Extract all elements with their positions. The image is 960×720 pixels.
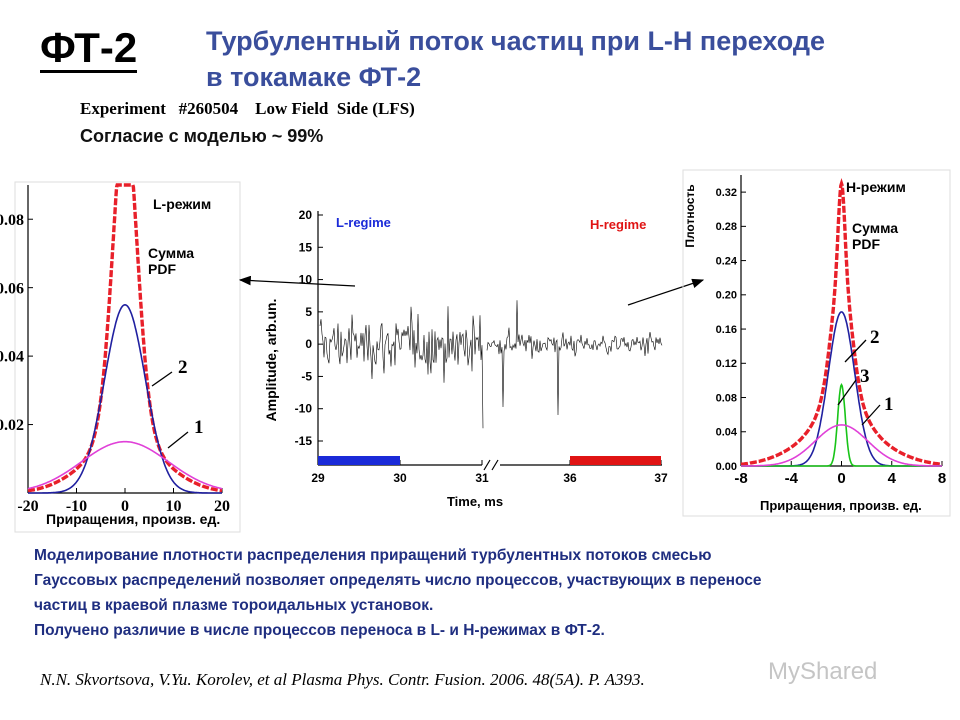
arrow-to-l-chart <box>238 275 356 287</box>
experiment-line: Experiment #260504 Low Field Side (LFS) <box>80 99 415 118</box>
right-legend-title: H-режим <box>846 179 906 195</box>
center-y-tick-label: 15 <box>299 240 313 254</box>
right-series-curve-1 <box>741 424 942 467</box>
center-x-tick-label: 37 <box>654 471 668 485</box>
signal-trace-h <box>486 300 663 416</box>
center-y-tick-label: -10 <box>295 402 313 416</box>
left-x-tick-label: -10 <box>66 498 87 515</box>
right-x-tick-label: -8 <box>734 470 747 487</box>
regime-bar-l <box>318 456 400 465</box>
left-y-tick-label: 0.04 <box>0 349 24 366</box>
left-y-tick-label: 0.02 <box>0 417 24 434</box>
right-curve1-label: 1 <box>884 394 894 415</box>
right-x-tick-label: 4 <box>888 470 897 487</box>
left-chart-curves <box>27 183 223 494</box>
right-curve3-pointer <box>837 379 857 406</box>
right-x-tick-label: 8 <box>938 470 946 487</box>
l-regime-label: L-regime <box>336 215 391 230</box>
right-x-tick-label: 0 <box>837 470 845 487</box>
watermark-logo: MyShared <box>768 658 878 685</box>
left-chart-frame <box>14 181 241 533</box>
right-y-axis-label: Плотность <box>683 184 697 247</box>
right-y-tick-label: 0.12 <box>716 358 737 370</box>
left-curve2-label: 2 <box>178 357 188 378</box>
left-x-tick-label: 10 <box>166 498 182 515</box>
right-chart-axes: -8 -4 0 4 8 0.00 0.04 0.08 0.12 0.16 0.20 0.24 0.28 0… <box>716 175 946 487</box>
right-chart-frame <box>682 169 951 517</box>
left-pdf-chart: -20 -10 0 10 20 0.02 0.04 0.06 0.08 L-режим Сумм… <box>0 181 241 533</box>
center-x-axis-label: Time, ms <box>447 494 503 509</box>
right-y-tick-label: 0.24 <box>716 255 738 267</box>
center-x-tick-label: 31 <box>475 471 489 485</box>
left-y-tick-label: 0.06 <box>0 280 24 297</box>
center-y-tick-label: 10 <box>299 273 313 287</box>
paragraph-line-4: Получено различие в числе процессов пере… <box>34 622 605 639</box>
right-curve3-label: 3 <box>860 366 870 387</box>
left-chart-axes: -20 -10 0 10 20 0.02 0.04 0.06 0.08 <box>0 185 230 515</box>
paragraph-line-2: Гауссовых распределений позволяет опреде… <box>34 572 762 589</box>
right-series-curve-3 <box>741 383 942 467</box>
left-x-tick-label: -20 <box>17 498 38 515</box>
left-series-curve-1 <box>27 440 223 490</box>
signal-trace-l <box>319 306 484 429</box>
center-y-tick-label: -5 <box>301 369 312 383</box>
center-x-tick-label: 29 <box>311 471 325 485</box>
right-y-tick-label: 0.28 <box>716 221 737 233</box>
center-y-axis-label: Amplitude, arb.un. <box>263 299 279 422</box>
right-y-tick-label: 0.20 <box>716 290 737 302</box>
left-legend-sum: Сумма PDF <box>148 245 194 277</box>
center-y-tick-label: 20 <box>299 208 313 222</box>
right-pdf-chart: -8 -4 0 4 8 0.00 0.04 0.08 0.12 0.16 0.20 0.24 0.28 0… <box>682 169 951 517</box>
axis-break-mark <box>483 459 491 471</box>
agreement-text: Согласие с моделью ~ 99% <box>80 126 324 146</box>
slide-title-line1: Турбулентный поток частиц при L-H перехо… <box>206 26 826 56</box>
right-x-axis-label: Приращения, произв. ед. <box>760 498 922 513</box>
center-y-tick-label: 5 <box>305 305 312 319</box>
left-legend-title: L-режим <box>153 196 211 212</box>
regime-bars <box>318 456 661 465</box>
left-series-curve-2 <box>28 303 222 494</box>
right-series-curve-2 <box>741 311 942 467</box>
left-y-tick-label: 0.08 <box>0 212 24 229</box>
regime-bar-h <box>570 456 661 465</box>
left-curve2-pointer <box>151 371 173 387</box>
center-y-tick-label: 0 <box>305 337 312 351</box>
axis-break-mark <box>491 459 499 471</box>
right-curve2-pointer <box>844 339 867 363</box>
left-x-axis-label: Приращения, произв. ед. <box>46 511 220 527</box>
right-y-tick-label: 0.16 <box>716 324 737 336</box>
right-x-tick-label: -4 <box>785 470 799 487</box>
center-y-tick-label: -15 <box>295 434 313 448</box>
slide-title-line2: в токамаке ФТ-2 <box>206 62 422 92</box>
left-curve1-pointer <box>167 431 189 449</box>
center-x-tick-label: 36 <box>563 471 577 485</box>
slide-badge: ФТ-2 <box>40 24 138 73</box>
left-series-sum <box>27 183 223 493</box>
right-curve2-label: 2 <box>870 327 880 348</box>
reference-citation: N.N. Skvortsova, V.Yu. Korolev, et al Pl… <box>40 670 645 689</box>
h-regime-label: H-regime <box>590 217 646 232</box>
right-legend-sum: Сумма PDF <box>852 220 898 252</box>
left-curve1-label: 1 <box>194 417 204 438</box>
right-curve1-pointer <box>861 404 881 426</box>
right-chart-curves <box>740 177 943 467</box>
paragraph-line-1: Моделирование плотности распределения пр… <box>34 547 712 564</box>
right-y-tick-label: 0.04 <box>716 427 738 439</box>
right-y-tick-label: 0.32 <box>716 187 737 199</box>
center-chart-axes: -15 -10 -5 0 5 10 15 20 29 30 31 36 37 <box>295 208 668 485</box>
right-series-sum <box>740 177 943 466</box>
paragraph-line-3: частиц в краевой плазме тороидальных уст… <box>34 597 434 614</box>
center-x-tick-label: 30 <box>393 471 407 485</box>
right-y-tick-label: 0.08 <box>716 392 737 404</box>
right-y-tick-label: 0.00 <box>716 461 737 473</box>
left-x-tick-label: 0 <box>121 498 129 515</box>
arrow-to-h-chart <box>627 278 705 306</box>
time-signal-chart: -15 -10 -5 0 5 10 15 20 29 30 31 36 37 L-regime H-re… <box>238 208 705 509</box>
left-x-tick-label: 20 <box>214 498 230 515</box>
